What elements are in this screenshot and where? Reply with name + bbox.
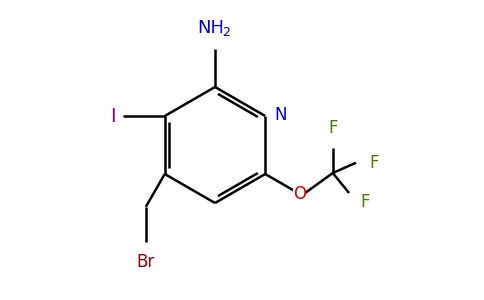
Text: F: F (360, 193, 370, 211)
Text: 2: 2 (222, 26, 230, 39)
Text: I: I (110, 106, 116, 125)
Text: F: F (369, 154, 378, 172)
Text: F: F (328, 119, 337, 137)
Text: N: N (274, 106, 287, 124)
Text: O: O (293, 185, 305, 203)
Text: NH: NH (197, 19, 225, 37)
Text: Br: Br (136, 253, 155, 271)
